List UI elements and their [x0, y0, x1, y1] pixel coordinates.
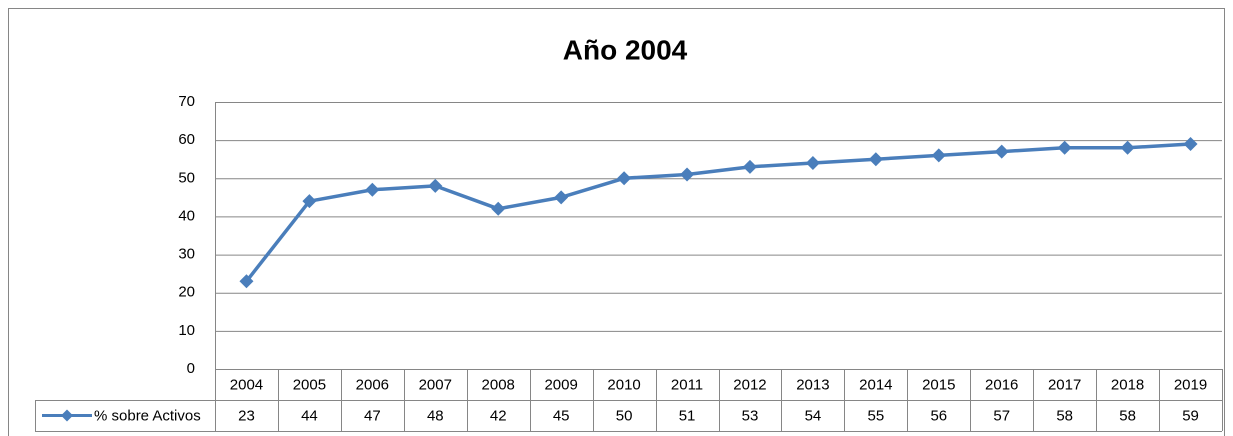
x-tick-label: 2011 [671, 376, 703, 393]
data-point [1183, 136, 1198, 151]
data-point [491, 201, 506, 216]
x-tick-label: 2019 [1174, 376, 1207, 393]
x-tick-label: 2008 [482, 376, 515, 393]
table-value: 50 [616, 407, 633, 424]
table-value: 59 [1182, 407, 1199, 424]
table-value: 55 [868, 407, 885, 424]
data-point [868, 152, 883, 167]
chart-border [8, 8, 1225, 436]
table-value: 54 [805, 407, 822, 424]
x-tick-label: 2014 [859, 376, 892, 393]
data-point [554, 190, 569, 205]
data-line [245, 142, 1191, 283]
y-tick-label: 10 [178, 322, 195, 339]
data-point [742, 159, 757, 174]
x-tick-label: 2012 [733, 376, 766, 393]
data-point [302, 194, 317, 209]
data-point [1057, 140, 1072, 155]
data-point [617, 171, 632, 186]
table-value: 51 [679, 407, 696, 424]
table-value: 45 [553, 407, 570, 424]
data-point [931, 148, 946, 163]
table-value: 48 [427, 407, 444, 424]
x-tick-label: 2005 [293, 376, 326, 393]
x-tick-label: 2015 [922, 376, 955, 393]
y-tick-label: 60 [178, 131, 195, 148]
y-tick-label: 70 [178, 93, 195, 110]
table-value: 44 [301, 407, 318, 424]
chart-title: Año 2004 [563, 34, 688, 65]
legend-label: % sobre Activos [94, 407, 201, 424]
table-value: 56 [930, 407, 947, 424]
x-tick-label: 2007 [419, 376, 452, 393]
data-point [1120, 140, 1135, 155]
x-tick-label: 2017 [1048, 376, 1081, 393]
table-value: 42 [490, 407, 507, 424]
x-tick-label: 2009 [544, 376, 577, 393]
x-tick-label: 2010 [607, 376, 640, 393]
data-point [680, 167, 695, 182]
data-point [365, 182, 380, 197]
x-tick-label: 2018 [1111, 376, 1144, 393]
y-tick-label: 0 [187, 360, 195, 377]
data-point [239, 274, 254, 289]
y-tick-label: 50 [178, 169, 195, 186]
y-tick-label: 20 [178, 284, 195, 301]
table-value: 53 [742, 407, 759, 424]
x-tick-label: 2006 [356, 376, 389, 393]
data-point [805, 156, 820, 171]
x-tick-label: 2004 [230, 376, 263, 393]
data-point [428, 178, 443, 193]
table-value: 47 [364, 407, 381, 424]
y-tick-label: 30 [178, 246, 195, 263]
x-tick-label: 2016 [985, 376, 1018, 393]
table-value: 58 [1119, 407, 1136, 424]
legend-marker [61, 409, 73, 422]
table-value: 23 [238, 407, 255, 424]
x-tick-label: 2013 [796, 376, 829, 393]
table-value: 58 [1056, 407, 1073, 424]
data-point [994, 144, 1009, 159]
y-tick-label: 40 [178, 207, 195, 224]
table-value: 57 [993, 407, 1010, 424]
